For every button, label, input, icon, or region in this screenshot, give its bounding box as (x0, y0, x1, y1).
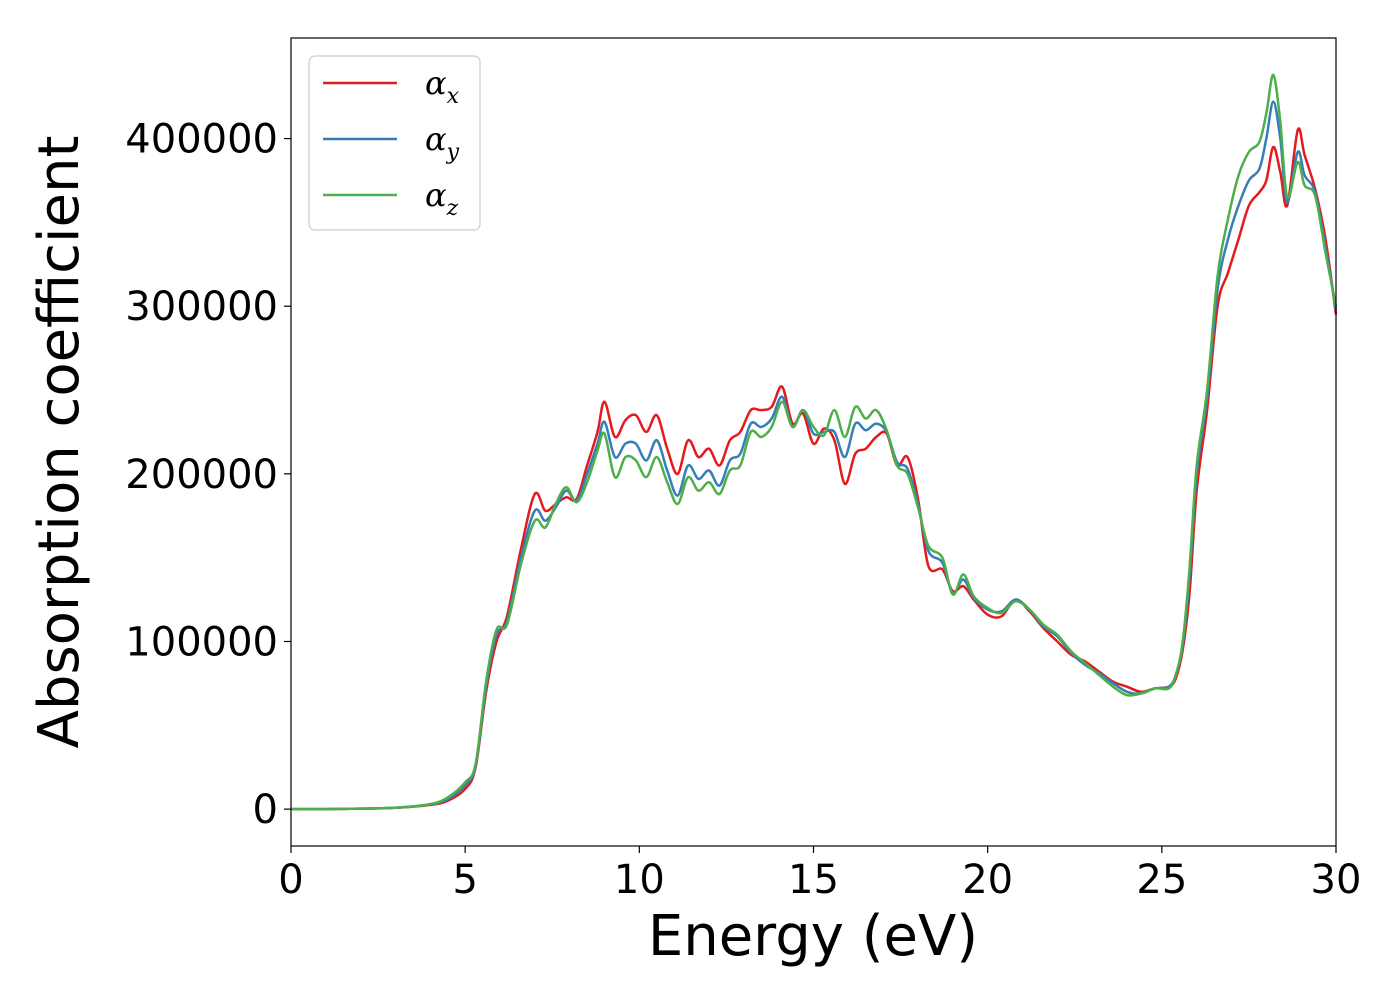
y-tick-label: 400000 (125, 117, 278, 163)
x-tick-label: 15 (788, 857, 839, 903)
y-tick-label: 0 (253, 787, 278, 833)
y-axis-ticks: 0 100000 200000 300000 400000 (125, 117, 291, 833)
series-line-z (290, 73, 1338, 811)
legend-box (308, 55, 481, 231)
series-lines (290, 73, 1338, 811)
x-axis-ticks: 0 5 10 15 20 25 30 (278, 846, 1361, 903)
x-tick-label: 20 (962, 857, 1013, 903)
y-tick-label: 100000 (125, 619, 278, 665)
x-tick-label: 5 (452, 857, 477, 903)
x-axis-label: Energy (eV) (648, 904, 978, 969)
x-tick-label: 10 (614, 857, 665, 903)
series-line-x (290, 127, 1338, 811)
y-tick-label: 200000 (125, 452, 278, 498)
y-axis-label: Absorption coefficient (27, 136, 92, 749)
x-tick-label: 25 (1136, 857, 1187, 903)
x-tick-label: 0 (278, 857, 303, 903)
y-tick-label: 300000 (125, 284, 278, 330)
x-tick-label: 30 (1311, 857, 1362, 903)
